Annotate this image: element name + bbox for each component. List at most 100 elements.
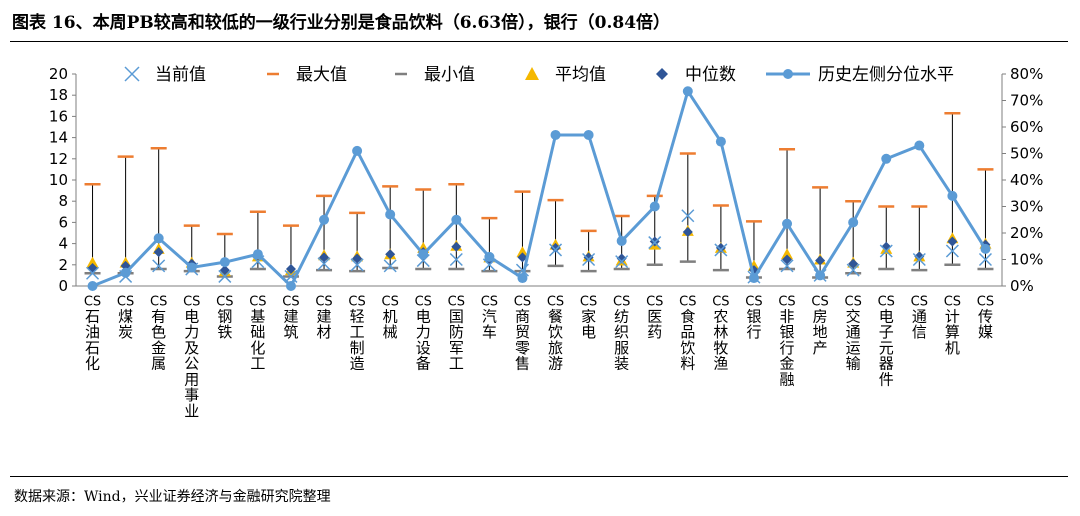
legend-label: 当前值 xyxy=(155,65,206,85)
current-marker xyxy=(978,252,992,267)
y-tick-right-label: 60% xyxy=(1010,118,1043,136)
median-marker xyxy=(319,252,330,263)
legend-percentile-point xyxy=(783,69,793,79)
legend-current-symbol xyxy=(124,66,140,82)
y-tick-right-label: 80% xyxy=(1010,65,1043,83)
median-marker xyxy=(517,252,528,263)
x-tick-label: CS 医药 xyxy=(646,295,663,342)
percentile-point xyxy=(914,140,925,151)
legend: 当前值 最大值 最小值 平均值 中位数 历史左侧分位水平 xyxy=(124,65,954,85)
percentile-point xyxy=(451,214,462,225)
x-tick-label: CS 国防军工 xyxy=(448,295,465,373)
x-tick-label: CS 电力设备 xyxy=(415,295,432,373)
y-tick-right-label: 10% xyxy=(1010,251,1043,269)
percentile-point xyxy=(583,129,594,140)
current-marker xyxy=(846,263,860,277)
median-marker xyxy=(285,264,296,275)
y-tick-left-label: 10 xyxy=(49,171,68,189)
x-tick-label: CS 钢铁 xyxy=(216,295,233,342)
y-tick-left-label: 14 xyxy=(49,129,68,147)
average-marker xyxy=(516,246,529,258)
footer-rule xyxy=(10,476,1068,477)
y-tick-right-label: 50% xyxy=(1010,145,1043,163)
x-tick-label: CS 基础化工 xyxy=(249,295,266,373)
average-marker xyxy=(781,248,794,260)
current-marker xyxy=(912,252,926,267)
percentile-point xyxy=(352,145,363,156)
x-tick-label: CS 纺织服装 xyxy=(613,295,630,373)
x-tick-label: CS 有色金属 xyxy=(150,295,167,373)
legend-label: 平均值 xyxy=(555,65,606,85)
median-marker xyxy=(616,253,627,264)
y-tick-right-label: 20% xyxy=(1010,224,1043,242)
current-marker xyxy=(218,269,232,283)
percentile-point xyxy=(715,136,726,147)
percentile-point xyxy=(881,153,892,164)
x-tick-label: CS 餐饮旅游 xyxy=(547,295,564,373)
current-marker xyxy=(879,244,893,258)
median-marker xyxy=(219,265,230,276)
current-marker xyxy=(648,236,662,250)
percentile-point xyxy=(649,201,660,212)
legend-label: 历史左侧分位水平 xyxy=(818,65,954,85)
percentile-point xyxy=(517,273,528,284)
x-tick-label: CS 建筑 xyxy=(282,295,299,342)
percentile-point xyxy=(385,209,396,220)
y-tick-left-label: 16 xyxy=(49,107,68,125)
percentile-point xyxy=(319,214,330,225)
percentile-point xyxy=(418,249,429,260)
x-tick-label: CS 建材 xyxy=(315,295,332,342)
chart-marks xyxy=(84,86,994,291)
percentile-point xyxy=(947,190,958,201)
x-tick-label: CS 交通运输 xyxy=(845,295,862,373)
median-marker xyxy=(153,247,164,258)
title-rule xyxy=(10,41,1068,42)
current-marker xyxy=(383,259,397,273)
current-marker xyxy=(582,252,596,267)
y-tick-left-label: 2 xyxy=(58,256,68,274)
x-tick-label: CS 商贸零售 xyxy=(514,295,531,373)
x-tick-label: CS 传媒 xyxy=(977,295,994,342)
median-marker xyxy=(120,260,131,271)
y-tick-left-label: 4 xyxy=(58,235,68,253)
median-marker xyxy=(385,249,396,260)
percentile-point xyxy=(616,235,627,246)
percentile-point xyxy=(550,129,561,140)
legend-label: 最小值 xyxy=(424,65,475,85)
median-marker xyxy=(682,226,693,237)
x-tick-label: CS 银行 xyxy=(745,295,762,342)
y-tick-right-label: 30% xyxy=(1010,198,1043,216)
x-tick-label: CS 电力及公用事业 xyxy=(183,295,200,420)
percentile-point xyxy=(285,281,296,291)
current-marker xyxy=(350,258,364,272)
median-marker xyxy=(914,251,925,262)
current-marker xyxy=(615,255,629,269)
y-tick-right-label: 0% xyxy=(1010,277,1034,295)
chart-title: 图表 16、本周PB较高和较低的一级行业分别是食品饮料（6.63倍），银行（0.… xyxy=(12,13,671,33)
percentile-point xyxy=(186,262,197,273)
current-marker xyxy=(549,243,563,257)
x-tick-label: CS 计算机 xyxy=(944,295,961,357)
median-marker xyxy=(715,242,726,253)
median-marker xyxy=(782,254,793,265)
y-tick-left-label: 8 xyxy=(58,192,68,210)
percentile-point xyxy=(815,270,826,281)
percentile-point xyxy=(153,233,164,244)
y-tick-right-label: 40% xyxy=(1010,171,1043,189)
y-tick-right-label: 70% xyxy=(1010,92,1043,110)
percentile-line xyxy=(91,87,987,289)
median-marker xyxy=(451,241,462,252)
current-marker xyxy=(152,259,166,273)
percentile-point xyxy=(748,273,759,284)
y-tick-left-label: 6 xyxy=(58,213,68,231)
percentile-point xyxy=(219,257,230,268)
x-tick-label: CS 汽车 xyxy=(481,295,498,342)
x-tick-label: CS 家电 xyxy=(580,295,597,342)
x-tick-label: CS 机械 xyxy=(382,295,399,342)
current-marker xyxy=(780,259,794,273)
x-tick-label: CS 轻工制造 xyxy=(348,295,365,373)
x-tick-label: CS 煤炭 xyxy=(117,295,134,342)
y-tick-left-label: 20 xyxy=(49,65,68,83)
percentile-point xyxy=(252,249,263,260)
axes: 0 2 4 6 8 10 12 14 16 18 20 0% 10% 20% 30% 40% 50% 60% 70%… xyxy=(49,65,1043,420)
